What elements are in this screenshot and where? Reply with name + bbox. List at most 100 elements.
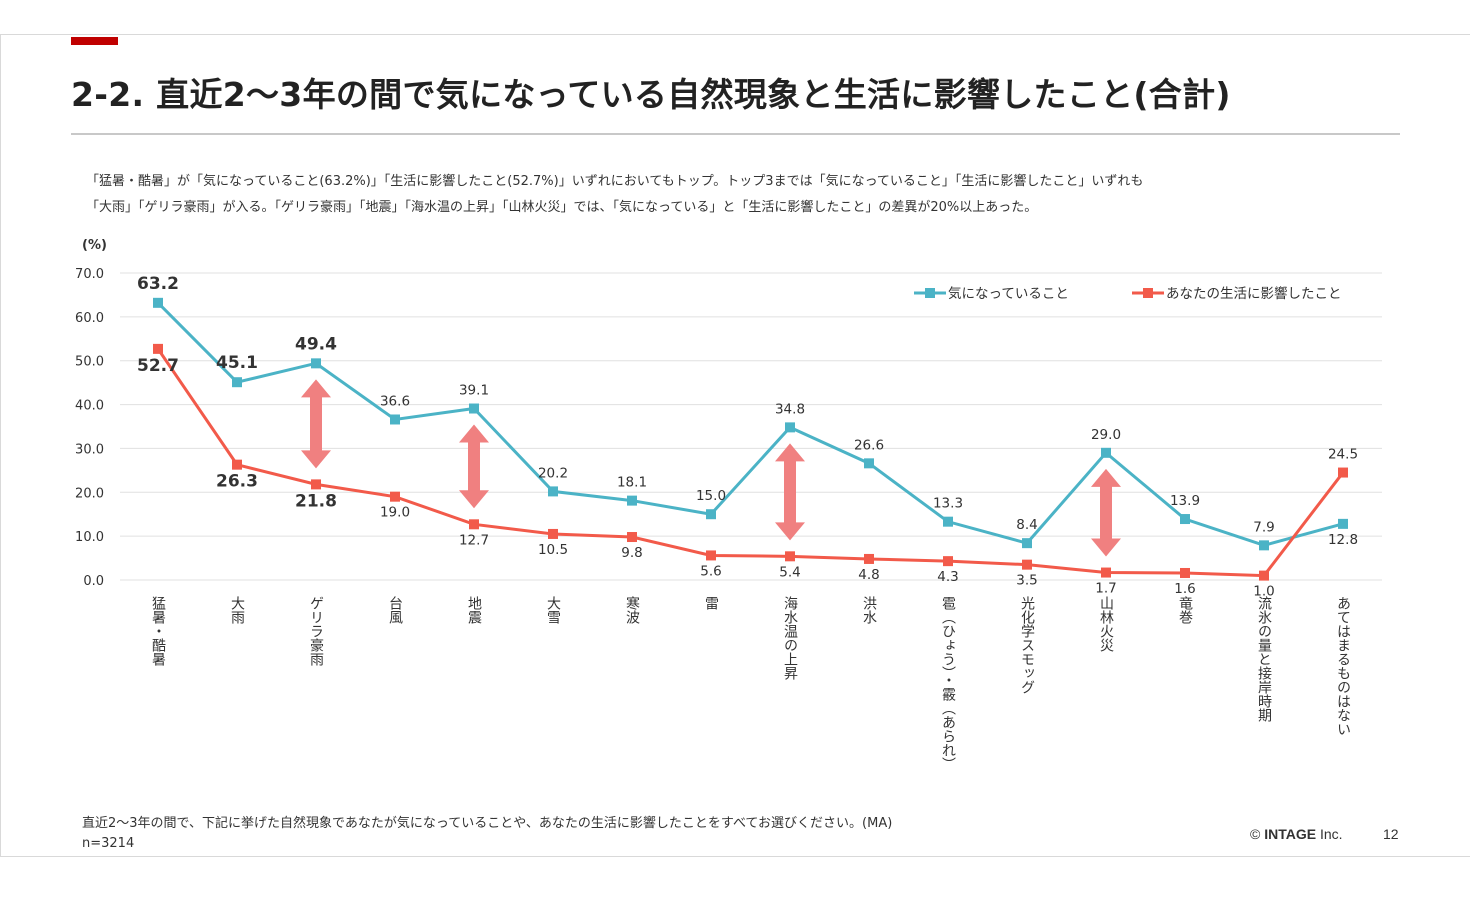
data-label-concern: 29.0 [1091,427,1121,443]
data-label-impact: 1.6 [1174,581,1195,597]
x-category-label: 雹（ひょう）・霰（あられ） [940,596,956,771]
frame-left-line [0,34,1,856]
marker-impact [706,550,716,561]
legend-marker-concern [925,288,935,298]
y-unit-label: (%) [82,238,107,253]
x-category-label: 光化学スモッグ [1019,596,1035,694]
x-category-label: 雷 [703,596,719,610]
y-tick-label: 20.0 [75,486,104,501]
title-accent-bar [71,37,118,45]
y-tick-label: 70.0 [75,267,104,282]
data-label-concern: 34.8 [775,401,805,417]
data-label-impact: 1.0 [1253,584,1274,600]
marker-concern [390,414,400,425]
marker-concern [1338,518,1348,529]
data-label-concern: 13.3 [933,496,963,512]
data-label-concern: 7.9 [1253,519,1274,535]
data-label-concern: 26.6 [854,437,884,453]
marker-impact [1101,567,1111,578]
data-label-concern: 13.9 [1170,493,1200,509]
x-category-label: 台風 [387,596,403,625]
data-label-impact: 3.5 [1016,573,1037,589]
y-tick-label: 50.0 [75,355,104,370]
marker-impact [785,551,795,562]
data-label-impact: 26.3 [216,472,258,492]
summary-line-2: 「大雨」「ゲリラ豪雨」が入る。「ゲリラ豪雨」「地震」「海水温の上昇」「山林火災」… [86,200,1038,215]
x-category-label: 大雪 [545,596,561,624]
series-line-concern [156,301,1344,547]
data-label-impact: 4.3 [937,569,958,585]
data-label-impact: 9.8 [621,545,642,561]
data-label-impact: 1.7 [1095,581,1116,597]
data-label-impact: 5.6 [700,563,721,579]
data-label-concern: 63.2 [137,274,179,294]
page-number: 12 [1383,826,1399,842]
copyright: © INTAGE Inc. [1250,826,1343,842]
data-label-impact: 12.7 [459,532,489,548]
marker-concern [1101,447,1111,458]
data-label-concern: 39.1 [459,383,489,399]
gap-arrow [459,424,489,509]
marker-concern [153,297,163,308]
frame-top-line [0,34,1470,35]
marker-concern [1022,538,1032,549]
y-tick-label: 10.0 [75,530,104,545]
data-label-impact: 5.4 [779,564,800,580]
x-category-label: 大雨 [229,596,245,625]
marker-impact [943,556,953,567]
title-divider [71,133,1400,135]
y-tick-label: 30.0 [75,442,104,457]
legend-label-concern: 気になっていること [948,286,1069,302]
data-label-concern: 18.1 [617,475,647,491]
data-label-concern: 49.4 [295,334,337,354]
marker-concern [311,358,321,369]
y-tick-label: 40.0 [75,399,104,414]
marker-concern [232,377,242,388]
marker-impact [1180,567,1190,578]
marker-impact [864,553,874,564]
marker-concern [548,486,558,497]
marker-concern [627,495,637,506]
data-label-concern: 36.6 [380,393,410,409]
x-category-label: ゲリラ豪雨 [308,596,324,667]
x-category-label: 猛暑・酷暑 [150,596,166,667]
marker-impact [390,491,400,502]
data-label-concern: 20.2 [538,465,568,481]
x-category-label: 海水温の上昇 [782,596,798,680]
x-category-label: 洪水 [861,596,877,624]
x-category-label: あてはまるものはない [1335,596,1351,736]
data-label-impact: 21.8 [295,491,337,511]
data-label-concern: 15.0 [696,488,726,504]
marker-impact [311,479,321,490]
x-category-label: 寒波 [624,595,640,624]
gap-arrow [775,443,805,541]
summary-text: 「猛暑・酷暑」が「気になっていること(63.2%)」「生活に影響したこと(52.… [86,169,1143,221]
marker-concern [943,516,953,527]
x-category-label: 地震 [466,596,482,625]
company-suffix: Inc. [1319,826,1343,842]
marker-concern [469,403,479,414]
footnote: 直近2～3年の間で、下記に挙げた自然現象であなたが気になっていることや、あなたの… [82,814,892,854]
x-category-label: 山林火災 [1098,596,1114,652]
data-label-impact: 10.5 [538,542,568,558]
x-category-label: 流氷の量と接岸時期 [1256,596,1272,723]
series-line-impact [156,348,1345,578]
marker-concern [1180,514,1190,525]
y-tick-label: 60.0 [75,311,104,326]
company-name: INTAGE [1264,826,1317,842]
marker-impact [469,519,479,530]
data-label-impact: 19.0 [380,505,410,521]
legend-marker-impact [1143,288,1153,298]
x-category-label: 竜巻 [1177,595,1193,624]
data-label-impact: 52.7 [137,356,179,376]
line-chart: (%) 0.0 10.0 20.0 30.0 40.0 50.0 60.0 70.0 63.2 45… [75,238,1382,771]
copyright-symbol: © [1250,826,1261,842]
data-label-concern: 12.8 [1328,532,1358,548]
gap-arrow [1091,468,1121,557]
marker-impact [1338,467,1348,478]
marker-impact [1022,559,1032,570]
survey-question: 直近2～3年の間で、下記に挙げた自然現象であなたが気になっていることや、あなたの… [82,816,893,831]
gap-arrow [301,379,331,469]
data-label-impact: 4.8 [858,567,879,583]
data-label-concern: 8.4 [1016,517,1037,533]
